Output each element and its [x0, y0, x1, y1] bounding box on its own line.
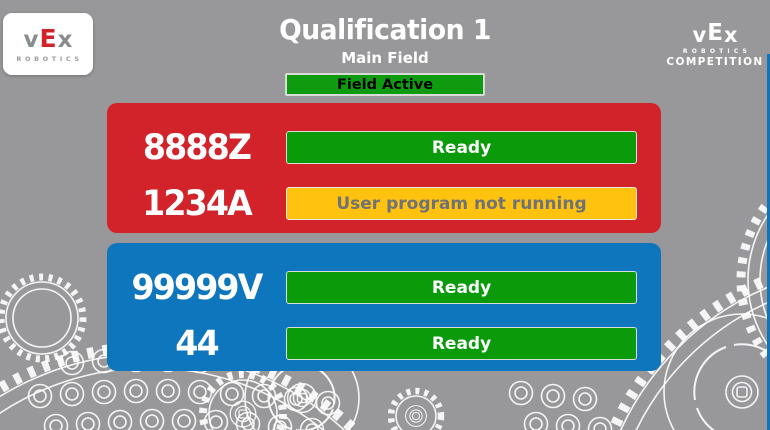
vex-letter-v: v: [692, 23, 707, 47]
vex-letter-x: x: [723, 23, 738, 47]
team-number: 8888Z: [142, 127, 252, 168]
vex-letter-e: E: [39, 23, 57, 53]
team-row: 1234A User program not running: [107, 184, 637, 224]
match-header: Qualification 1 Main Field Field Active: [120, 14, 650, 96]
blue-alliance-panel: 99999V Ready 44 Ready: [107, 243, 661, 371]
team-row: 99999V Ready: [107, 268, 637, 308]
screen-edge-accent: [767, 54, 770, 430]
vex-letter-x: x: [57, 26, 73, 53]
vex-robotics-wordmark: ROBOTICS: [16, 54, 83, 63]
team-number: 1234A: [142, 183, 253, 224]
team-number: 99999V: [131, 267, 263, 308]
vex-letter-e: E: [707, 20, 723, 46]
vex-letter-v: v: [23, 26, 39, 53]
vex-competition-wordmark: COMPETITION: [666, 56, 764, 68]
match-title: Qualification 1: [279, 13, 491, 46]
team-number: 44: [175, 323, 219, 364]
team-status-indicator: Ready: [286, 327, 637, 360]
team-status-indicator: Ready: [286, 271, 637, 304]
team-status-indicator: User program not running: [286, 187, 637, 220]
red-alliance-panel: 8888Z Ready 1234A User program not runni…: [107, 103, 661, 233]
vex-robotics-wordmark: ROBOTICS: [682, 48, 752, 55]
field-name: Main Field: [341, 49, 429, 67]
team-status-indicator: Ready: [286, 131, 637, 164]
team-row: 44 Ready: [107, 324, 637, 364]
field-active-status-badge: Field Active: [285, 73, 485, 96]
team-row: 8888Z Ready: [107, 128, 637, 168]
